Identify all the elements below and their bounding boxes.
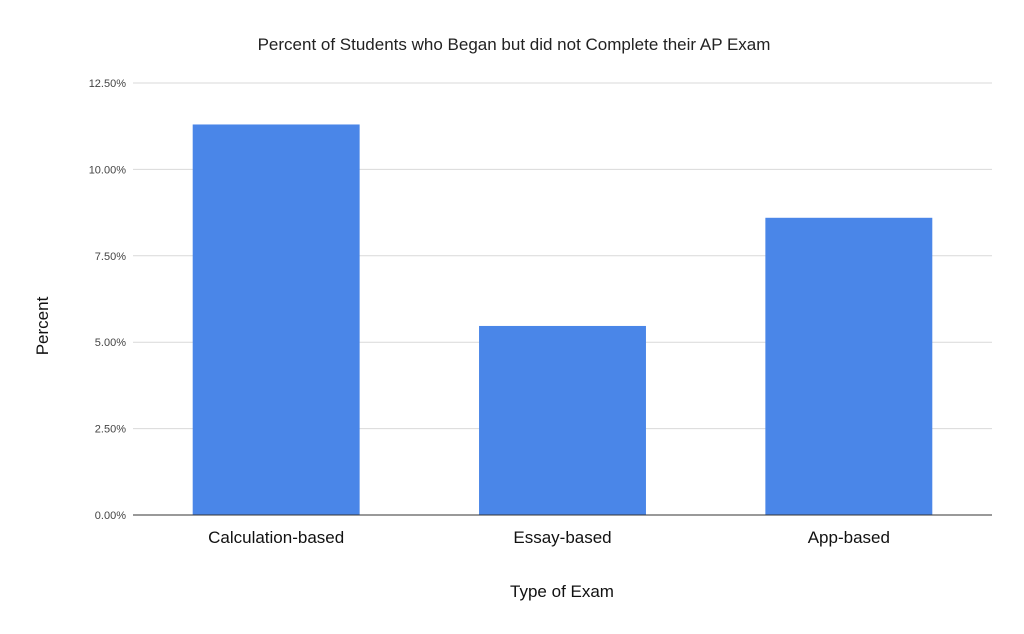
- x-tick-label: Essay-based: [513, 528, 611, 547]
- x-axis-ticks: Calculation-based Essay-based App-based: [208, 528, 890, 547]
- y-tick-label: 7.50%: [95, 251, 126, 263]
- x-tick-label: App-based: [808, 528, 890, 547]
- bar-calculation-based: [192, 124, 360, 516]
- y-tick-label: 2.50%: [95, 424, 126, 436]
- y-tick-label: 12.50%: [89, 78, 127, 90]
- y-tick-label: 5.00%: [95, 337, 126, 349]
- x-tick-label: Calculation-based: [208, 528, 344, 547]
- chart-title: Percent of Students who Began but did no…: [258, 35, 771, 54]
- y-tick-label: 10.00%: [89, 164, 127, 176]
- x-axis-title: Type of Exam: [510, 582, 614, 601]
- bar-essay-based: [479, 325, 646, 515]
- bars: [192, 124, 933, 516]
- y-axis-title: Percent: [33, 296, 52, 355]
- y-axis-ticks: 0.00% 2.50% 5.00% 7.50% 10.00% 12.50%: [89, 78, 127, 522]
- bar-app-based: [765, 217, 933, 515]
- y-tick-label: 0.00%: [95, 510, 126, 522]
